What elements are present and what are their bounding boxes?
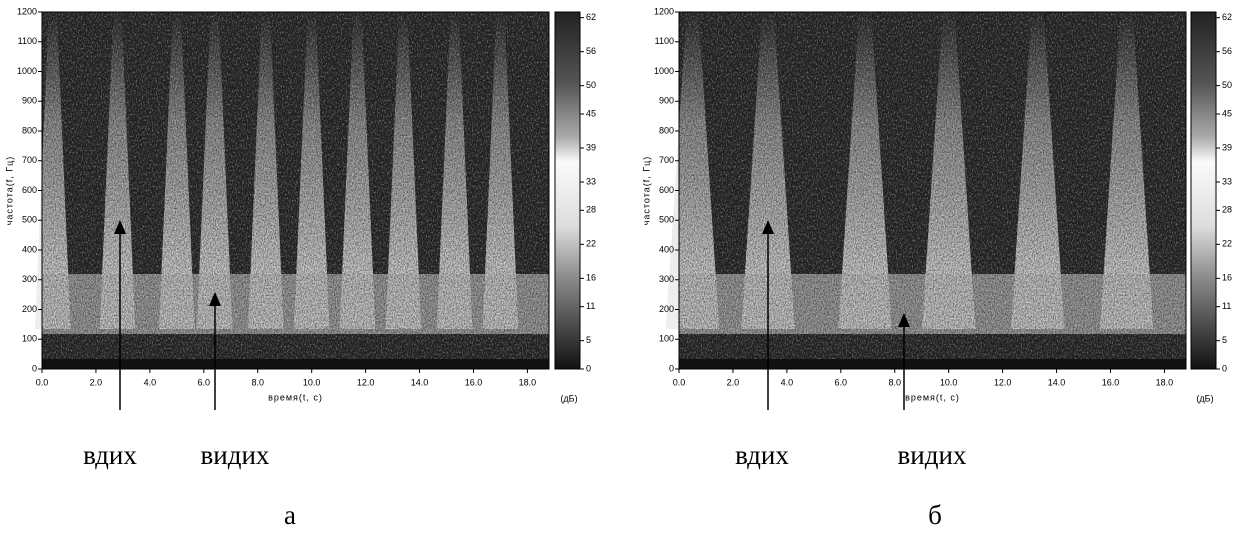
y-tick-label: 100 (22, 334, 37, 344)
colorbar-tick-label: 11 (1222, 301, 1231, 311)
colorbar-tick-label: 56 (1222, 46, 1232, 56)
arrow-head (209, 292, 221, 306)
colorbar-tick-label: 28 (586, 205, 596, 215)
colorbar-tick-label: 39 (586, 142, 596, 152)
x-tick-label: 12.0 (994, 377, 1012, 387)
y-tick-label: 600 (22, 185, 37, 195)
x-tick-label: 10.0 (303, 377, 321, 387)
x-tick-label: 2.0 (727, 377, 740, 387)
y-axis-label: частота(f, Гц) (4, 156, 14, 226)
x-tick-label: 18.0 (519, 377, 537, 387)
x-tick-label: 2.0 (90, 377, 103, 387)
y-tick-label: 1100 (18, 36, 37, 46)
y-tick-label: 1000 (654, 66, 674, 76)
colorbar-unit: (дБ) (560, 393, 577, 403)
colorbar-tick-label: 50 (586, 80, 596, 90)
y-tick-label: 1200 (654, 6, 674, 16)
y-axis-label: частота(f, Гц) (641, 156, 651, 226)
colorbar-tick-label: 45 (1222, 108, 1232, 118)
spectrogram-noise (42, 12, 549, 369)
y-tick-label: 200 (22, 304, 37, 314)
spectrogram-noise (679, 12, 1186, 369)
annotation: вдих (83, 440, 137, 470)
colorbar-tick-label: 33 (1222, 176, 1232, 186)
y-tick-label: 300 (659, 274, 674, 284)
x-tick-label: 14.0 (1048, 377, 1066, 387)
x-tick-label: 14.0 (411, 377, 429, 387)
y-tick-label: 200 (659, 304, 674, 314)
x-tick-label: 8.0 (251, 377, 264, 387)
spectrogram-bottom (679, 359, 1186, 369)
colorbar-tick-label: 16 (1222, 273, 1232, 283)
colorbar-tick-label: 56 (586, 46, 596, 56)
annotation: вдих (735, 440, 789, 470)
x-tick-label: 18.0 (1156, 377, 1174, 387)
colorbar-tick-label: 11 (586, 301, 595, 311)
arrow-head (898, 313, 910, 327)
colorbar-tick-label: 62 (1222, 12, 1232, 22)
y-tick-label: 900 (22, 96, 37, 106)
y-tick-label: 500 (659, 215, 674, 225)
colorbar-tick-label: 39 (1222, 142, 1232, 152)
y-tick-label: 0 (669, 363, 674, 373)
colorbar-tick-label: 22 (586, 239, 596, 249)
colorbar-tick-label: 62 (586, 12, 596, 22)
panel-label: б (928, 500, 942, 530)
colorbar (554, 11, 581, 370)
x-tick-label: 6.0 (835, 377, 848, 387)
colorbar-tick-label: 28 (1222, 205, 1232, 215)
y-tick-label: 600 (659, 185, 674, 195)
colorbar-tick-label: 33 (586, 176, 596, 186)
colorbar-tick-label: 50 (1222, 80, 1232, 90)
spectrogram (665, 12, 1186, 369)
panel-label: а (284, 500, 296, 530)
colorbar-tick-label: 22 (1222, 239, 1232, 249)
annotation: видих (898, 440, 967, 470)
y-tick-label: 100 (659, 334, 674, 344)
colorbar-tick-label: 5 (1222, 335, 1227, 345)
colorbar-tick-label: 45 (586, 108, 596, 118)
x-tick-label: 10.0 (940, 377, 958, 387)
spectrogram (34, 12, 549, 369)
colorbar-tick-label: 16 (586, 273, 596, 283)
y-tick-label: 800 (22, 125, 37, 135)
x-tick-label: 16.0 (1102, 377, 1120, 387)
y-tick-label: 900 (659, 96, 674, 106)
y-tick-label: 400 (659, 244, 674, 254)
colorbar-tick-label: 0 (1222, 363, 1227, 373)
arrow-head (762, 220, 774, 234)
x-tick-label: 4.0 (144, 377, 157, 387)
y-tick-label: 700 (22, 155, 37, 165)
x-tick-label: 0.0 (36, 377, 49, 387)
y-tick-label: 800 (659, 125, 674, 135)
spectrogram-bottom (42, 359, 549, 369)
x-tick-label: 6.0 (198, 377, 211, 387)
x-axis-label: время(t, c) (268, 392, 323, 402)
y-tick-label: 1000 (17, 66, 37, 76)
colorbar-tick-label: 5 (586, 335, 591, 345)
y-tick-label: 0 (32, 363, 37, 373)
y-tick-label: 1200 (17, 6, 37, 16)
arrow-head (114, 220, 126, 234)
annotation: видих (201, 440, 270, 470)
x-tick-label: 0.0 (673, 377, 686, 387)
x-tick-label: 4.0 (781, 377, 794, 387)
x-tick-label: 8.0 (888, 377, 901, 387)
x-axis-label: время(t, c) (905, 392, 960, 402)
y-tick-label: 1100 (655, 36, 674, 46)
colorbar (1190, 11, 1217, 370)
y-tick-label: 400 (22, 244, 37, 254)
y-tick-label: 300 (22, 274, 37, 284)
y-tick-label: 700 (659, 155, 674, 165)
colorbar-unit: (дБ) (1196, 393, 1213, 403)
x-tick-label: 12.0 (357, 377, 375, 387)
colorbar-tick-label: 0 (586, 363, 591, 373)
x-tick-label: 16.0 (465, 377, 483, 387)
y-tick-label: 500 (22, 215, 37, 225)
